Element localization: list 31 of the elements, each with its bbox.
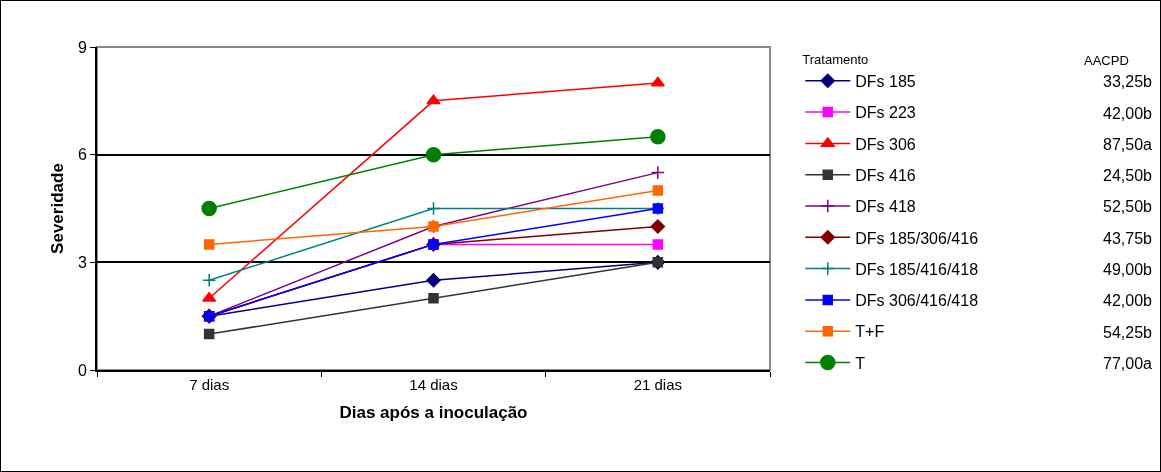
text: 52,50b xyxy=(1103,198,1153,215)
legend-label: DFs 185/306/416 xyxy=(855,229,979,247)
y-tick-label: 9 xyxy=(77,38,87,56)
text: 33,25b xyxy=(1103,73,1153,90)
legend-label: DFs 306 xyxy=(855,135,916,153)
legend-title: Tratamento xyxy=(802,51,869,67)
text: 24,50b xyxy=(1103,167,1153,184)
text: 49,00b xyxy=(1103,261,1153,278)
x-tick-label: 14 dias xyxy=(409,376,458,393)
y-tick-label: 3 xyxy=(77,253,87,271)
legend-label: DFs 306/416/418 xyxy=(855,292,979,310)
legend-label: DFs 416 xyxy=(855,166,916,184)
x-axis-title: Dias após a inoculação xyxy=(339,402,528,422)
text: 42,00b xyxy=(1103,292,1153,309)
legend-label: T+F xyxy=(855,323,885,341)
text: 43,75b xyxy=(1103,230,1153,247)
legend-label: DFs 418 xyxy=(855,198,916,216)
y-tick-label: 0 xyxy=(77,361,87,379)
text: 54,25b xyxy=(1103,324,1153,341)
text: 42,00b xyxy=(1103,105,1153,122)
legend-label: DFs 185 xyxy=(855,73,916,91)
x-tick-label: 7 dias xyxy=(189,376,230,393)
text: AACPD xyxy=(1084,53,1129,68)
text: 77,00a xyxy=(1103,355,1153,372)
legend-label: DFs 223 xyxy=(855,104,916,122)
y-tick-label: 6 xyxy=(77,146,87,164)
y-axis-title: Severidade xyxy=(47,163,67,254)
legend-label: T xyxy=(855,354,866,372)
text: 87,50a xyxy=(1103,136,1153,153)
x-tick-label: 21 dias xyxy=(633,376,683,393)
legend-label: DFs 185/416/418 xyxy=(855,260,979,278)
